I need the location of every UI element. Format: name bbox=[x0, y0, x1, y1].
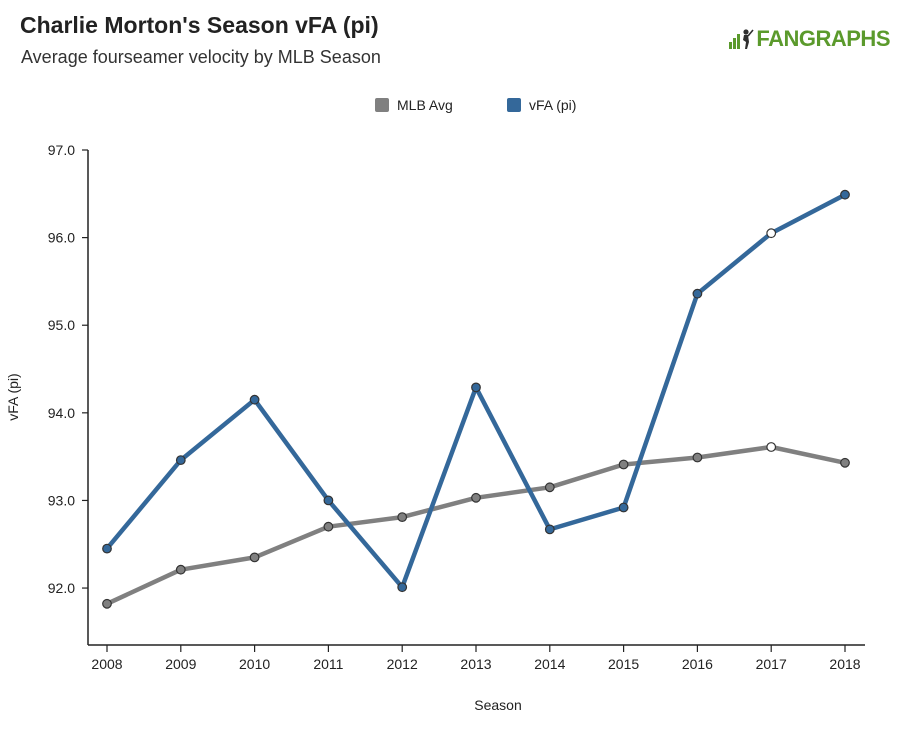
data-point-mlb-avg[interactable] bbox=[766, 442, 777, 452]
data-point-vfa-pi[interactable] bbox=[692, 288, 703, 299]
y-axis-label: vFA (pi) bbox=[5, 373, 21, 420]
y-tick-label: 96.0 bbox=[48, 230, 75, 246]
data-point-vfa-pi[interactable] bbox=[840, 189, 850, 200]
data-point-vfa-pi[interactable] bbox=[544, 524, 555, 535]
data-point-vfa-pi[interactable] bbox=[249, 394, 260, 405]
logo-text: FANGRAPHS bbox=[756, 26, 890, 51]
x-tick-label: 2014 bbox=[534, 656, 565, 672]
data-point-mlb-avg[interactable] bbox=[692, 452, 703, 463]
legend-label-mlb-avg: MLB Avg bbox=[397, 97, 453, 113]
x-tick-label: 2015 bbox=[608, 656, 639, 672]
series-line-mlb-avg bbox=[104, 444, 848, 607]
series-vfa-pi bbox=[102, 189, 850, 593]
y-tick-label: 93.0 bbox=[48, 492, 75, 508]
legend-swatch-vfa bbox=[507, 98, 521, 112]
data-point-mlb-avg[interactable] bbox=[175, 564, 186, 575]
x-tick-label: 2008 bbox=[91, 656, 122, 672]
data-point-vfa-pi[interactable] bbox=[471, 382, 481, 393]
data-point-vfa-pi[interactable] bbox=[102, 543, 112, 554]
y-tick-label: 94.0 bbox=[48, 405, 75, 421]
x-tick-label: 2010 bbox=[239, 656, 270, 672]
legend: MLB Avg vFA (pi) bbox=[375, 97, 576, 113]
legend-item-vfa[interactable]: vFA (pi) bbox=[507, 97, 576, 113]
series-layer bbox=[102, 189, 850, 609]
x-tick-label: 2012 bbox=[387, 656, 418, 672]
data-point-vfa-pi[interactable] bbox=[618, 502, 629, 513]
x-ticks: 2008 2009 2010 2011 2012 2013 2014 2015 2016 2017… bbox=[91, 645, 861, 672]
data-point-mlb-avg[interactable] bbox=[618, 459, 629, 470]
y-tick-label: 95.0 bbox=[48, 317, 75, 333]
y-tick-label: 92.0 bbox=[48, 580, 75, 596]
chart-title: Charlie Morton's Season vFA (pi) bbox=[20, 12, 379, 38]
x-tick-label: 2016 bbox=[682, 656, 713, 672]
chart-subtitle: Average fourseamer velocity by MLB Seaso… bbox=[21, 47, 381, 67]
x-tick-label: 2018 bbox=[829, 656, 860, 672]
data-point-mlb-avg[interactable] bbox=[840, 457, 850, 468]
data-point-vfa-pi[interactable] bbox=[766, 228, 777, 239]
fangraphs-logo[interactable]: FANGRAPHS bbox=[728, 26, 890, 52]
data-point-mlb-avg[interactable] bbox=[544, 482, 555, 493]
x-tick-label: 2017 bbox=[756, 656, 787, 672]
x-tick-label: 2009 bbox=[165, 656, 196, 672]
legend-label-vfa: vFA (pi) bbox=[529, 97, 576, 113]
x-tick-label: 2011 bbox=[313, 656, 343, 672]
data-point-mlb-avg[interactable] bbox=[102, 598, 112, 609]
data-point-mlb-avg[interactable] bbox=[323, 521, 334, 532]
data-point-vfa-pi[interactable] bbox=[397, 582, 408, 593]
x-axis-label: Season bbox=[474, 697, 521, 713]
y-tick-label: 97.0 bbox=[48, 142, 75, 158]
y-ticks: 92.0 93.0 94.0 95.0 96.0 97.0 bbox=[48, 142, 88, 596]
data-point-mlb-avg[interactable] bbox=[249, 552, 260, 563]
x-tick-label: 2013 bbox=[460, 656, 491, 672]
data-point-vfa-pi[interactable] bbox=[175, 455, 186, 466]
legend-item-mlb-avg[interactable]: MLB Avg bbox=[375, 97, 453, 113]
legend-swatch-mlb-avg bbox=[375, 98, 389, 112]
data-point-vfa-pi[interactable] bbox=[323, 495, 334, 506]
batter-icon bbox=[729, 29, 754, 49]
data-point-mlb-avg[interactable] bbox=[397, 512, 408, 522]
data-point-mlb-avg[interactable] bbox=[471, 492, 481, 503]
series-mlb-avg bbox=[102, 442, 850, 609]
